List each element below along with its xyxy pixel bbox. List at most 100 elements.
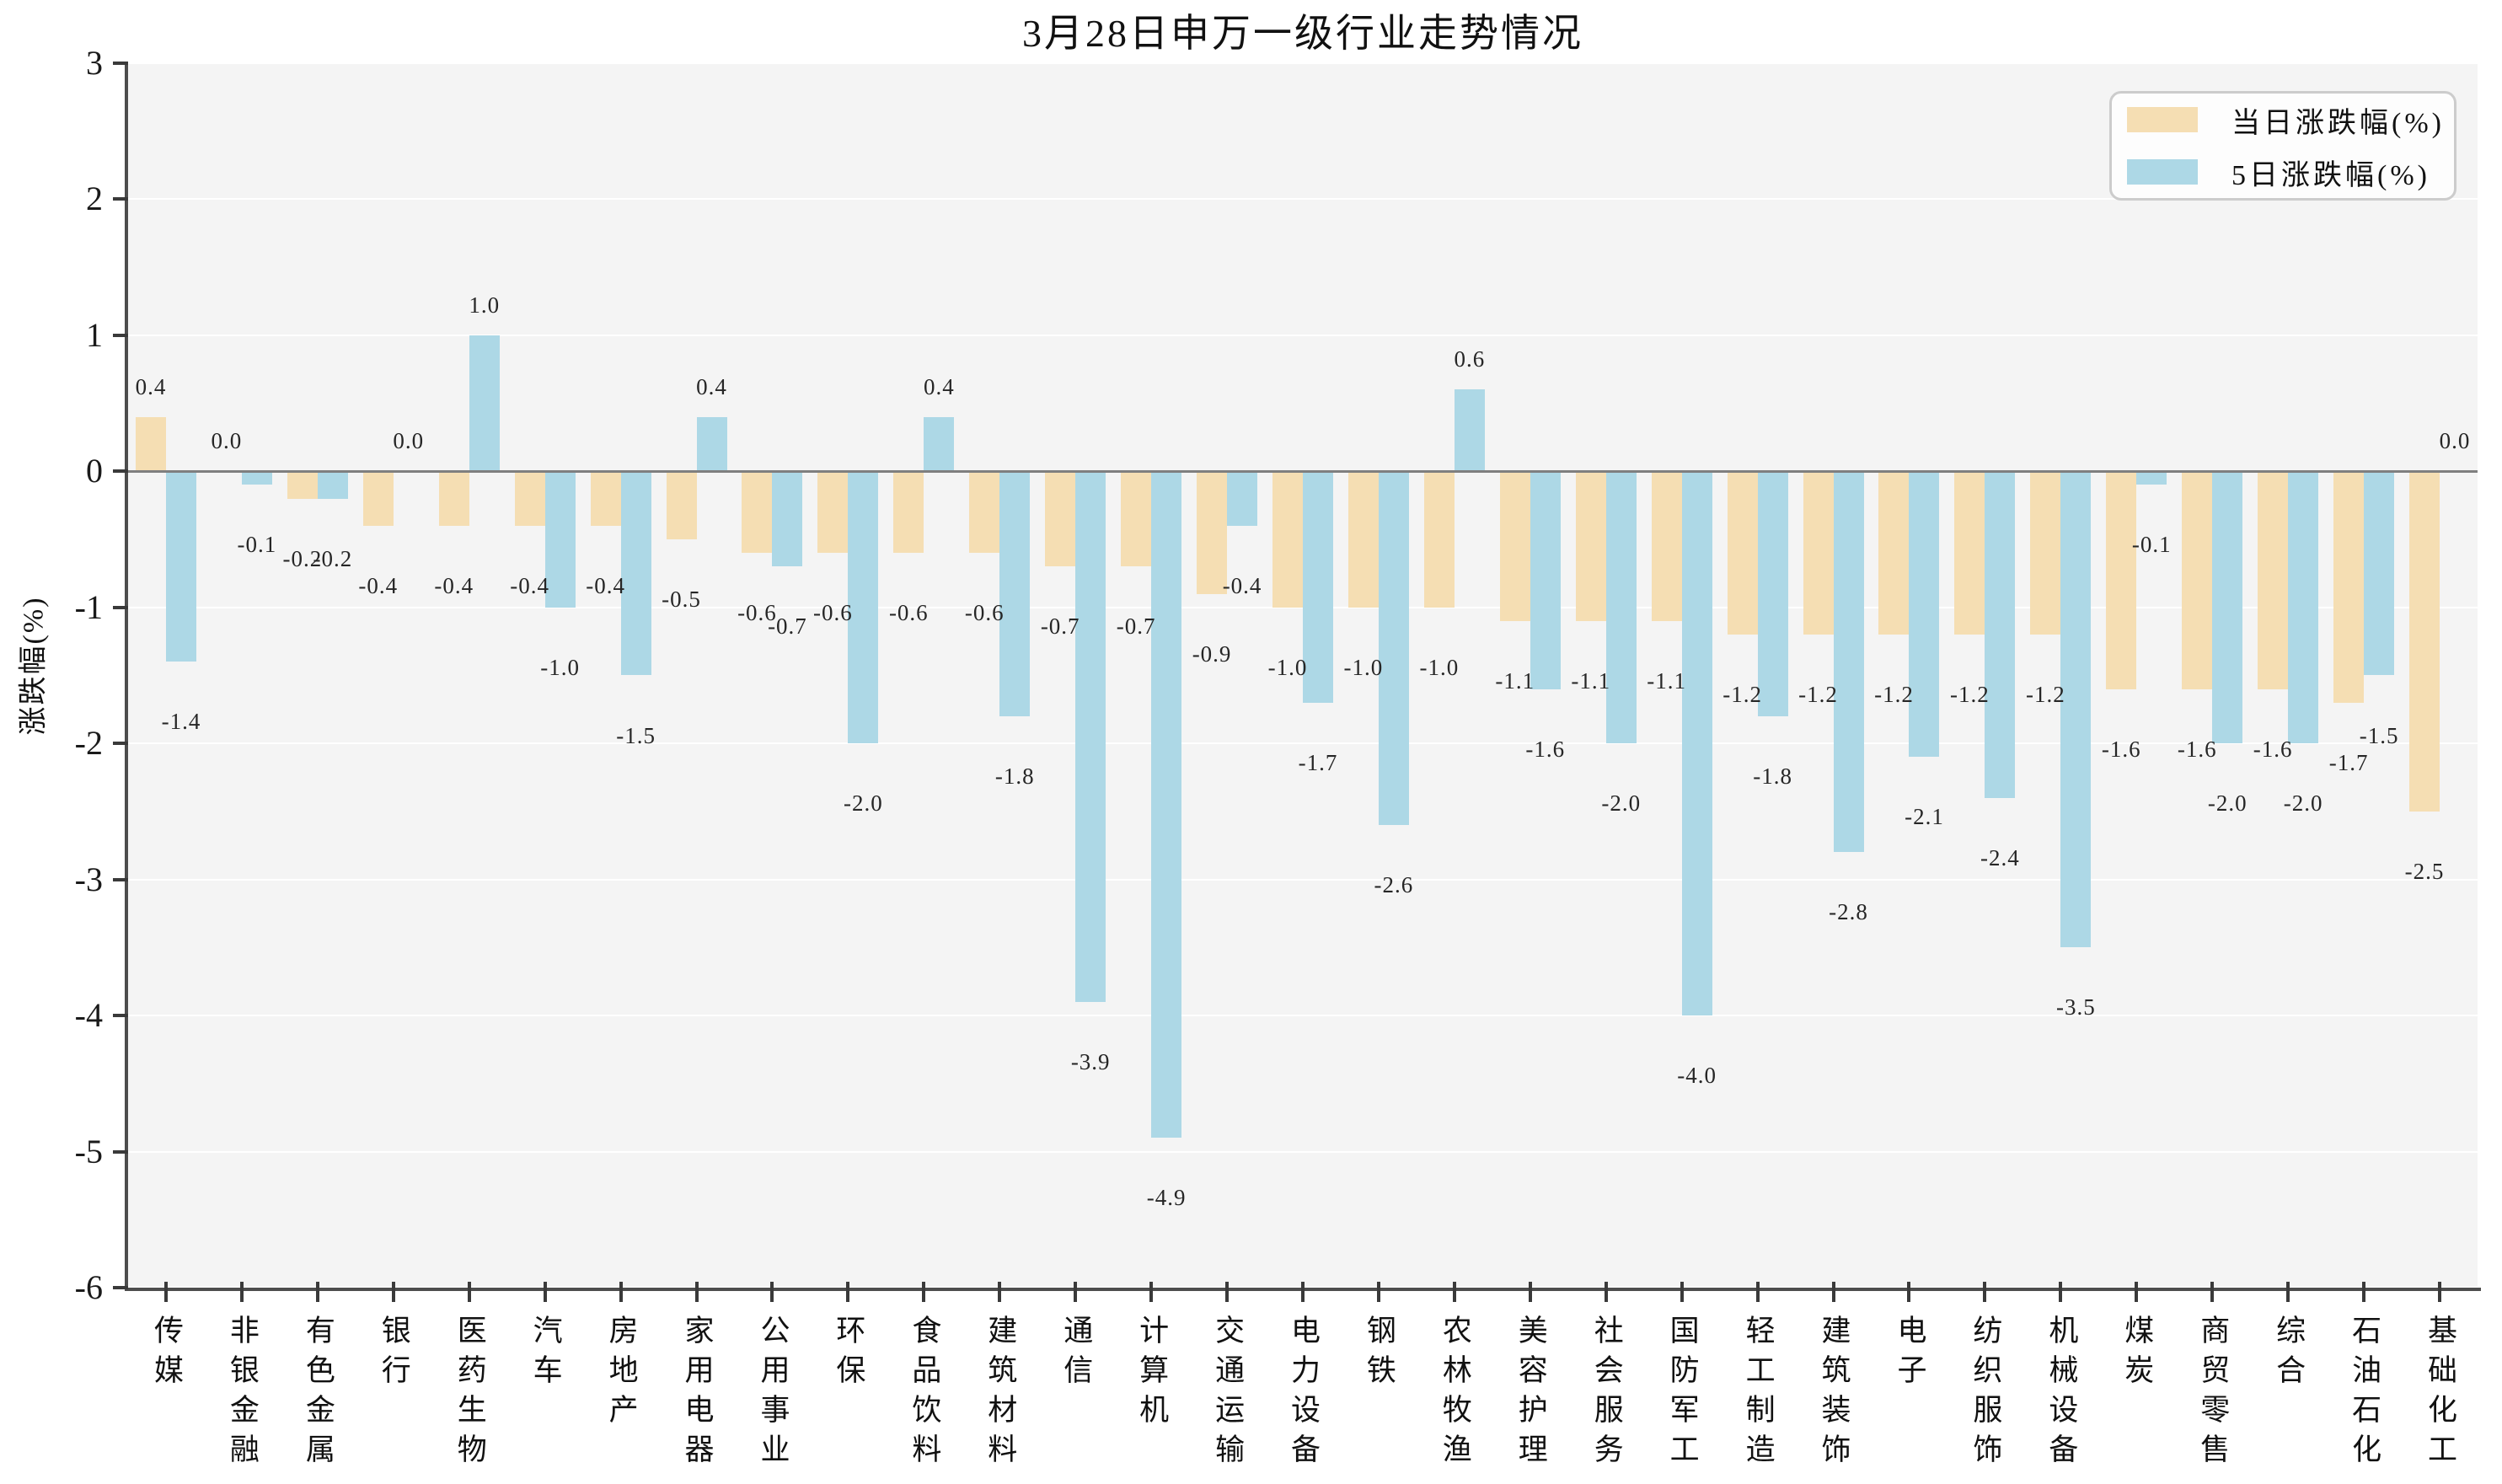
fiveday-bar-value-label: -4.0 [1677, 1063, 1717, 1089]
y-axis-line [125, 63, 128, 1291]
daily-bar [1651, 471, 1682, 621]
daily-bar-value-label: -1.2 [2025, 682, 2065, 708]
daily-bar-value-label: -1.1 [1647, 667, 1687, 694]
y-tick-mark [113, 742, 128, 746]
chart-title: 3月28日申万一级行业走势情况 [1022, 12, 1583, 55]
x-category-label: 建筑材料 [983, 1315, 1017, 1473]
daily-bar-value-label: -0.4 [434, 572, 474, 598]
daily-bar-value-label: -0.5 [662, 587, 701, 613]
daily-bar [362, 471, 394, 526]
fiveday-bar [544, 471, 576, 608]
daily-bar-value-label: -1.6 [2101, 736, 2141, 762]
daily-bar-value-label: -0.6 [813, 600, 853, 626]
fiveday-bar-value-label: -1.5 [616, 722, 656, 748]
y-tick-mark [113, 1149, 128, 1154]
daily-bar [742, 471, 773, 554]
fiveday-bar [1378, 471, 1409, 826]
legend: 当日涨跌幅(%) 5日涨跌幅(%) [2109, 91, 2456, 201]
daily-bar [1803, 471, 1834, 635]
fiveday-bar-value-label: -0.1 [237, 532, 277, 558]
daily-bar [2333, 471, 2365, 703]
x-category-label: 电力设备 [1287, 1315, 1320, 1473]
daily-bar-value-label: -1.0 [1419, 654, 1460, 680]
x-category-label: 基础化工 [2424, 1315, 2457, 1473]
fiveday-bar-value-label: -2.0 [2207, 790, 2248, 817]
fiveday-bar-value-label: -1.5 [2359, 722, 2399, 748]
daily-bar [2106, 471, 2137, 689]
x-category-label: 银行 [377, 1315, 410, 1394]
daily-bar [1272, 471, 1303, 608]
fiveday-bar-value-label: -1.8 [994, 763, 1035, 789]
x-category-label: 建筑装饰 [1817, 1315, 1851, 1473]
x-tick-mark [846, 1282, 850, 1302]
daily-bar [590, 471, 621, 526]
fiveday-bar [2364, 471, 2395, 676]
x-category-label: 医药生物 [453, 1315, 486, 1473]
x-tick-mark [1301, 1282, 1305, 1302]
x-category-label: 综合 [2272, 1315, 2306, 1394]
legend-swatch-5day [2127, 159, 2198, 185]
x-category-label: 农林牧渔 [1438, 1315, 1471, 1473]
fiveday-bar-value-label: -2.1 [1905, 804, 1944, 830]
y-tick-label: -3 [74, 860, 103, 898]
x-category-label: 传媒 [149, 1315, 183, 1394]
fiveday-bar-value-label: -1.0 [540, 654, 581, 680]
daily-bar [135, 416, 166, 472]
x-category-label: 纺织服饰 [1969, 1315, 2002, 1473]
x-tick-mark [1225, 1282, 1230, 1302]
daily-bar-value-label: -1.0 [1267, 654, 1308, 680]
x-category-label: 电子 [1893, 1315, 1926, 1394]
fiveday-bar [924, 416, 955, 472]
x-tick-mark [391, 1282, 395, 1302]
zero-line [128, 469, 2478, 473]
fiveday-bar-value-label: 0.4 [923, 373, 955, 399]
fiveday-bar-value-label: -1.6 [1525, 736, 1566, 762]
daily-bar [1954, 471, 1985, 635]
y-tick-mark [113, 1014, 128, 1018]
x-tick-mark [1680, 1282, 1684, 1302]
x-category-label: 有色金属 [301, 1315, 335, 1473]
daily-bar [817, 471, 849, 554]
x-category-label: 钢铁 [1362, 1315, 1396, 1394]
fiveday-bar [1151, 471, 1182, 1138]
daily-bar-value-label: -1.2 [1874, 682, 1914, 708]
x-category-label: 机械设备 [2044, 1315, 2078, 1473]
fiveday-bar-value-label: 0.0 [393, 428, 425, 454]
x-tick-mark [163, 1282, 168, 1302]
fiveday-bar [1454, 389, 1485, 472]
daily-bar-value-label: 0.0 [211, 428, 243, 454]
x-tick-mark [2135, 1282, 2139, 1302]
fiveday-bar-value-label: -0.4 [1222, 572, 1262, 598]
y-tick-label: -5 [74, 1132, 103, 1171]
fiveday-bar [1605, 471, 1637, 744]
fiveday-bar [2212, 471, 2243, 744]
y-tick-mark [113, 605, 128, 609]
y-tick-mark [113, 469, 128, 474]
daily-bar-value-label: -1.2 [1722, 682, 1762, 708]
daily-bar-value-label: -0.9 [1192, 640, 1232, 667]
fiveday-bar [241, 471, 272, 485]
x-tick-mark [1604, 1282, 1608, 1302]
x-category-label: 煤炭 [2120, 1315, 2154, 1394]
x-category-label: 交通运输 [1211, 1315, 1245, 1473]
y-tick-mark [113, 877, 128, 881]
daily-bar [514, 471, 545, 526]
daily-bar-value-label: -1.6 [2177, 736, 2217, 762]
gridline [128, 1015, 2478, 1017]
y-tick-mark [113, 197, 128, 201]
daily-bar-value-label: -1.2 [1950, 682, 1990, 708]
daily-bar [2409, 471, 2440, 812]
daily-bar-value-label: -0.7 [1040, 613, 1080, 640]
legend-swatch-daily [2127, 107, 2198, 132]
fiveday-bar-value-label: -2.0 [1601, 790, 1642, 817]
daily-bar [1878, 471, 1910, 635]
y-tick-label: 1 [86, 315, 103, 354]
fiveday-bar [848, 471, 879, 744]
fiveday-bar-value-label: 0.4 [696, 373, 727, 399]
x-tick-mark [998, 1282, 1002, 1302]
daily-bar [1575, 471, 1606, 621]
fiveday-bar-value-label: -4.9 [1146, 1185, 1187, 1211]
x-category-label: 汽车 [528, 1315, 562, 1394]
legend-item-5day: 5日涨跌幅(%) [2112, 146, 2454, 198]
daily-bar-value-label: -0.6 [964, 600, 1005, 626]
